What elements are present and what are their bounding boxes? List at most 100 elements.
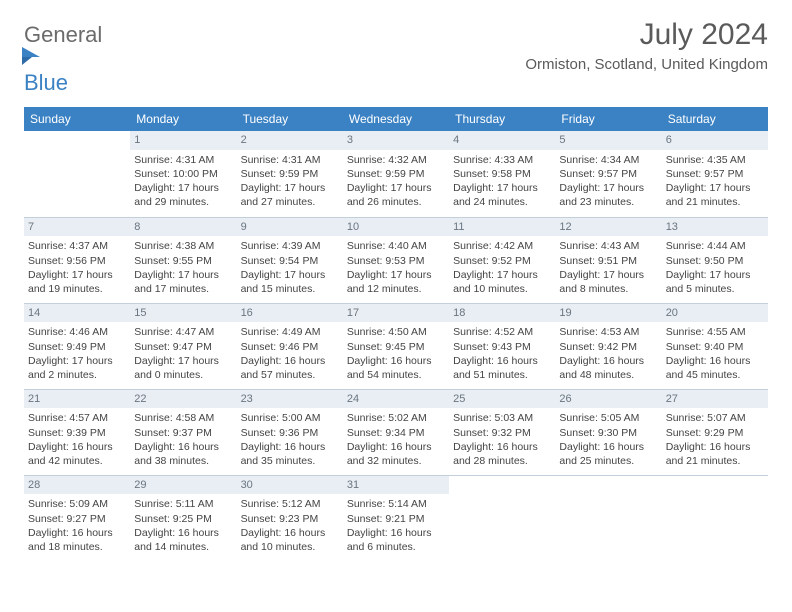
calendar-week-row: 28 Sunrise: 5:09 AMSunset: 9:27 PMDayligh… xyxy=(24,475,768,561)
day-number: 12 xyxy=(555,218,661,237)
weekday-header: Sunday xyxy=(24,107,130,131)
day-details: Sunrise: 4:37 AMSunset: 9:56 PMDaylight:… xyxy=(28,239,126,296)
calendar-cell: 4 Sunrise: 4:33 AMSunset: 9:58 PMDaylight… xyxy=(449,131,555,217)
page-title: July 2024 xyxy=(525,18,768,52)
calendar-cell: 29Sunrise: 5:11 AMSunset: 9:25 PMDayligh… xyxy=(130,475,236,561)
day-details: Sunrise: 4:46 AMSunset: 9:49 PMDaylight:… xyxy=(28,325,126,382)
calendar-cell: 26 Sunrise: 5:05 AMSunset: 9:30 PMDayligh… xyxy=(555,389,661,475)
calendar-cell: 21Sunrise: 4:57 AMSunset: 9:39 PMDayligh… xyxy=(24,389,130,475)
calendar-cell: 14 Sunrise: 4:46 AMSunset: 9:49 PMDayligh… xyxy=(24,303,130,389)
calendar-cell xyxy=(555,475,661,561)
day-details: Sunrise: 4:44 AMSunset: 9:50 PMDaylight:… xyxy=(666,239,764,296)
calendar-cell: 11 Sunrise: 4:42 AMSunset: 9:52 PMDayligh… xyxy=(449,217,555,303)
calendar-cell xyxy=(662,475,768,561)
day-details: Sunrise: 4:31 AMSunset: 10:00 PMDaylight… xyxy=(134,153,232,210)
calendar-cell: 10Sunrise: 4:40 AMSunset: 9:53 PMDayligh… xyxy=(343,217,449,303)
day-number: 14 xyxy=(24,304,130,323)
calendar-cell: 8 Sunrise: 4:38 AMSunset: 9:55 PMDaylight… xyxy=(130,217,236,303)
day-details: Sunrise: 5:09 AMSunset: 9:27 PMDaylight:… xyxy=(28,497,126,554)
calendar-cell xyxy=(449,475,555,561)
day-number: 1 xyxy=(130,131,236,150)
calendar-week-row: 14 Sunrise: 4:46 AMSunset: 9:49 PMDayligh… xyxy=(24,303,768,389)
calendar-cell: 13 Sunrise: 4:44 AMSunset: 9:50 PMDayligh… xyxy=(662,217,768,303)
logo-text-general: General xyxy=(24,22,102,47)
day-number: 24 xyxy=(343,390,449,409)
day-number: 20 xyxy=(662,304,768,323)
day-number: 16 xyxy=(237,304,343,323)
calendar-cell: 18Sunrise: 4:52 AMSunset: 9:43 PMDayligh… xyxy=(449,303,555,389)
day-number: 31 xyxy=(343,476,449,495)
day-number: 21 xyxy=(24,390,130,409)
day-details: Sunrise: 4:49 AMSunset: 9:46 PMDaylight:… xyxy=(241,325,339,382)
calendar-cell: 25 Sunrise: 5:03 AMSunset: 9:32 PMDayligh… xyxy=(449,389,555,475)
day-details: Sunrise: 5:14 AMSunset: 9:21 PMDaylight:… xyxy=(347,497,445,554)
day-details: Sunrise: 4:47 AMSunset: 9:47 PMDaylight:… xyxy=(134,325,232,382)
calendar-week-row: 21Sunrise: 4:57 AMSunset: 9:39 PMDayligh… xyxy=(24,389,768,475)
weekday-header: Thursday xyxy=(449,107,555,131)
day-number: 28 xyxy=(24,476,130,495)
calendar-week-row: 7 Sunrise: 4:37 AMSunset: 9:56 PMDaylight… xyxy=(24,217,768,303)
calendar-cell xyxy=(24,131,130,217)
day-details: Sunrise: 4:35 AMSunset: 9:57 PMDaylight:… xyxy=(666,153,764,210)
day-number: 6 xyxy=(662,131,768,150)
calendar-cell: 6 Sunrise: 4:35 AMSunset: 9:57 PMDaylight… xyxy=(662,131,768,217)
calendar-cell: 3 Sunrise: 4:32 AMSunset: 9:59 PMDaylight… xyxy=(343,131,449,217)
calendar-cell: 23Sunrise: 5:00 AMSunset: 9:36 PMDayligh… xyxy=(237,389,343,475)
logo-text-blue: Blue xyxy=(24,70,68,95)
weekday-header: Monday xyxy=(130,107,236,131)
day-details: Sunrise: 4:53 AMSunset: 9:42 PMDaylight:… xyxy=(559,325,657,382)
calendar-cell: 1 Sunrise: 4:31 AMSunset: 10:00 PMDayligh… xyxy=(130,131,236,217)
weekday-header: Tuesday xyxy=(237,107,343,131)
calendar-week-row: 1 Sunrise: 4:31 AMSunset: 10:00 PMDayligh… xyxy=(24,131,768,217)
day-number: 27 xyxy=(662,390,768,409)
day-details: Sunrise: 5:02 AMSunset: 9:34 PMDaylight:… xyxy=(347,411,445,468)
weekday-header: Friday xyxy=(555,107,661,131)
day-details: Sunrise: 5:00 AMSunset: 9:36 PMDaylight:… xyxy=(241,411,339,468)
day-number: 18 xyxy=(449,304,555,323)
weekday-header: Wednesday xyxy=(343,107,449,131)
calendar-cell: 28 Sunrise: 5:09 AMSunset: 9:27 PMDayligh… xyxy=(24,475,130,561)
calendar-cell: 16 Sunrise: 4:49 AMSunset: 9:46 PMDayligh… xyxy=(237,303,343,389)
day-number: 8 xyxy=(130,218,236,237)
day-details: Sunrise: 5:03 AMSunset: 9:32 PMDaylight:… xyxy=(453,411,551,468)
calendar-cell: 24 Sunrise: 5:02 AMSunset: 9:34 PMDayligh… xyxy=(343,389,449,475)
calendar-cell: 22Sunrise: 4:58 AMSunset: 9:37 PMDayligh… xyxy=(130,389,236,475)
title-block: July 2024 Ormiston, Scotland, United Kin… xyxy=(525,18,768,73)
day-number: 7 xyxy=(24,218,130,237)
day-details: Sunrise: 4:38 AMSunset: 9:55 PMDaylight:… xyxy=(134,239,232,296)
day-number: 11 xyxy=(449,218,555,237)
day-number: 25 xyxy=(449,390,555,409)
calendar-cell: 12 Sunrise: 4:43 AMSunset: 9:51 PMDayligh… xyxy=(555,217,661,303)
day-details: Sunrise: 4:40 AMSunset: 9:53 PMDaylight:… xyxy=(347,239,445,296)
header: General Blue July 2024 Ormiston, Scotlan… xyxy=(24,18,768,95)
calendar-body: 1 Sunrise: 4:31 AMSunset: 10:00 PMDayligh… xyxy=(24,131,768,561)
day-number: 3 xyxy=(343,131,449,150)
day-number: 4 xyxy=(449,131,555,150)
logo: General Blue xyxy=(24,24,110,95)
day-number: 29 xyxy=(130,476,236,495)
calendar-cell: 31 Sunrise: 5:14 AMSunset: 9:21 PMDayligh… xyxy=(343,475,449,561)
day-details: Sunrise: 4:42 AMSunset: 9:52 PMDaylight:… xyxy=(453,239,551,296)
weekday-header: Saturday xyxy=(662,107,768,131)
logo-sail-icon-2 xyxy=(22,57,32,65)
day-number: 22 xyxy=(130,390,236,409)
day-number: 9 xyxy=(237,218,343,237)
day-details: Sunrise: 5:05 AMSunset: 9:30 PMDaylight:… xyxy=(559,411,657,468)
day-details: Sunrise: 5:07 AMSunset: 9:29 PMDaylight:… xyxy=(666,411,764,468)
day-details: Sunrise: 4:33 AMSunset: 9:58 PMDaylight:… xyxy=(453,153,551,210)
day-details: Sunrise: 4:32 AMSunset: 9:59 PMDaylight:… xyxy=(347,153,445,210)
day-number: 13 xyxy=(662,218,768,237)
calendar-cell: 15 Sunrise: 4:47 AMSunset: 9:47 PMDayligh… xyxy=(130,303,236,389)
logo-sail-icon xyxy=(22,47,40,57)
day-details: Sunrise: 4:34 AMSunset: 9:57 PMDaylight:… xyxy=(559,153,657,210)
calendar-table: SundayMondayTuesdayWednesdayThursdayFrid… xyxy=(24,107,768,561)
calendar-cell: 27 Sunrise: 5:07 AMSunset: 9:29 PMDayligh… xyxy=(662,389,768,475)
day-details: Sunrise: 4:43 AMSunset: 9:51 PMDaylight:… xyxy=(559,239,657,296)
calendar-cell: 20Sunrise: 4:55 AMSunset: 9:40 PMDayligh… xyxy=(662,303,768,389)
day-details: Sunrise: 4:31 AMSunset: 9:59 PMDaylight:… xyxy=(241,153,339,210)
day-details: Sunrise: 5:12 AMSunset: 9:23 PMDaylight:… xyxy=(241,497,339,554)
day-number: 15 xyxy=(130,304,236,323)
day-number: 26 xyxy=(555,390,661,409)
day-number: 30 xyxy=(237,476,343,495)
day-number: 19 xyxy=(555,304,661,323)
